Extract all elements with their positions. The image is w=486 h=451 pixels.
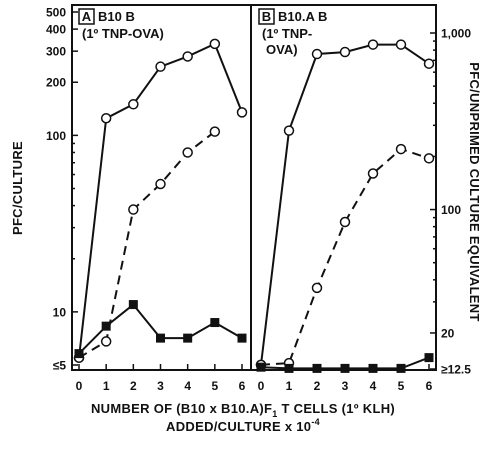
panel-a-y-tick-label: 500 [46, 6, 66, 20]
panel-a-y-tick-label: 300 [46, 45, 66, 59]
panel-b-title: B10.A B [278, 9, 327, 24]
panel-b-series-1-point [311, 48, 323, 60]
panel-a-series-3-point [210, 318, 220, 328]
panel-b-x-tick-label: 5 [398, 379, 405, 393]
panel-b-series-3-point [256, 362, 266, 372]
panel-b-series-1-line [260, 43, 430, 365]
panel-b-letter: B [262, 9, 271, 24]
panel-a-series-2-line [78, 130, 216, 359]
y-axis-title-left: PFC/CULTURE [10, 141, 25, 235]
panel-b-series-3-point [368, 363, 378, 373]
panel-b-x-tick-label: 1 [286, 379, 293, 393]
panel-b-subtitle-line1: (1º TNP- [262, 26, 312, 41]
panel-a-series-3-point [183, 333, 193, 343]
panel-b-y-tick-label: 1,000 [441, 27, 471, 41]
panel-a-series-1-point [128, 99, 139, 110]
panel-b-subtitle-line2: OVA) [266, 42, 298, 57]
panel-a-series-3-point [237, 333, 247, 343]
panel-b-x-tick-label: 2 [314, 379, 321, 393]
panel-a-letter-box [78, 8, 95, 25]
panel-b-series-1-point [367, 39, 379, 50]
panel-a-series-1-point [236, 107, 248, 118]
panel-b-y-tick-label: ≥12.5 [441, 363, 471, 377]
panel-b-series-2-line [260, 147, 430, 366]
panel-a-series-2-point [100, 336, 112, 347]
panel-a-series-1-point [209, 38, 221, 50]
panel-b-series-1-point [339, 46, 351, 58]
panel-b-letter-box [258, 8, 275, 25]
panel-b-series-3-point [284, 363, 294, 373]
panel-a-x-tick-label: 1 [103, 379, 110, 393]
panel-b-x-tick-label: 3 [342, 379, 349, 393]
panel-a-letter: A [82, 9, 92, 24]
panel-b-series-3-point [340, 363, 350, 373]
panel-b-series-2-point [367, 168, 379, 179]
panel-b-series-3-point [396, 363, 406, 373]
panel-a-series-1-line [78, 42, 243, 358]
panel-b-series-2-point [423, 153, 435, 164]
x-axis-title-line1: NUMBER OF (B10 x B10.A)F1 T CELLS (1º KL… [91, 401, 395, 419]
panel-a-series-3-point [74, 349, 84, 359]
panel-a-x-tick-label: 3 [157, 379, 164, 393]
panel-a-series-3-point [156, 333, 165, 343]
panel-a-y-tick-label: 100 [46, 129, 66, 143]
panel-b-series-1-point [423, 58, 435, 69]
panel-b-frame [250, 4, 437, 371]
panel-b-x-tick-label: 0 [258, 379, 265, 393]
panel-b-y-tick-label: 100 [441, 203, 461, 217]
y-axis-title-right: PFC/UNPRIMED CULTURE EQUIVALENT [467, 62, 482, 321]
panel-a-x-tick-label: 5 [211, 379, 218, 393]
panel-a-x-tick-label: 2 [130, 379, 137, 393]
panel-b-series-1-point [283, 125, 295, 136]
panel-a-series-2-point [182, 147, 193, 158]
panel-a-series-3-point [101, 321, 111, 331]
panel-a-subtitle: (1º TNP-OVA) [82, 26, 164, 41]
panel-a-series-2-point [155, 178, 166, 190]
panel-b-series-3-point [312, 363, 322, 373]
panel-a-series-1-point [100, 113, 112, 124]
panel-a-title: B10 B [98, 9, 135, 24]
panel-b-y-tick-label: 20 [441, 326, 455, 340]
panel-a-y-tick-label: 400 [46, 23, 66, 37]
panel-b-x-tick-label: 4 [370, 379, 377, 393]
panel-a-series-2-point [209, 126, 221, 137]
panel-b-series-2-point [339, 216, 351, 228]
panel-b-x-tick-label: 6 [426, 379, 433, 393]
panel-a-series-1-point [155, 61, 166, 72]
panel-a-y-tick-label: 200 [46, 76, 66, 90]
x-axis-title-line2: ADDED/CULTURE x 10-4 [166, 417, 320, 434]
panel-a-y-tick-label: 10 [53, 305, 67, 319]
panel-b-series-1-point [395, 39, 407, 50]
panel-a-x-tick-label: 4 [184, 379, 191, 393]
panel-a-series-1-point [182, 51, 193, 62]
panel-b-series-3-point [424, 353, 434, 363]
panel-a-series-2-point [128, 204, 139, 215]
panel-a-x-tick-label: 0 [76, 379, 83, 393]
panel-b-series-2-point [395, 143, 407, 155]
panel-a-y-tick-label: ≤5 [53, 359, 67, 373]
panel-b-series-2-point [311, 282, 323, 294]
panel-a-series-3-point [128, 300, 138, 310]
panel-a-x-tick-label: 6 [239, 379, 246, 393]
